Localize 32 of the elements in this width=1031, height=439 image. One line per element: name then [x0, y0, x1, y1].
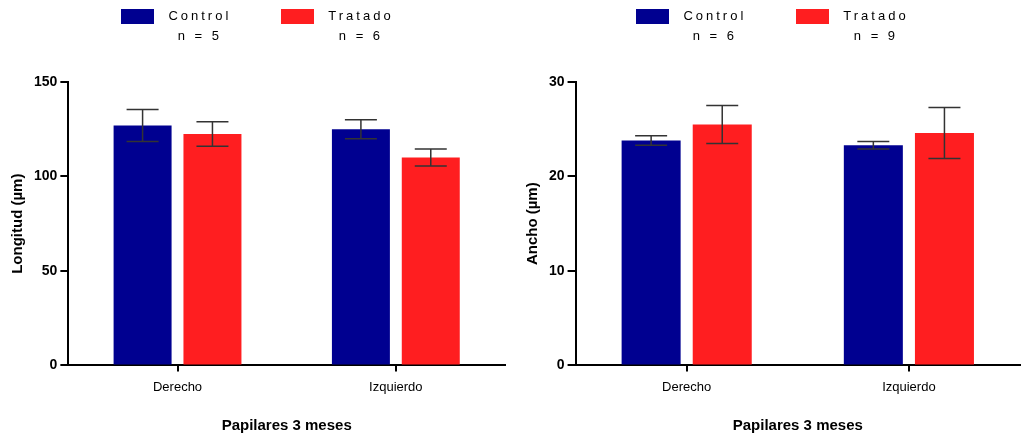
x-tick-label: Derecho	[662, 378, 712, 394]
bar	[692, 124, 752, 365]
x-tick-label: Izquierdo	[882, 378, 936, 394]
y-tick-label: 20	[548, 167, 565, 184]
y-tick-label: 150	[34, 72, 58, 89]
text: n = 6	[337, 27, 385, 45]
bar	[113, 125, 172, 365]
y-axis-title: Longitud (µm)	[8, 173, 26, 274]
bar	[183, 133, 242, 365]
y-axis-title: Ancho (µm)	[523, 182, 541, 266]
legend-label: Tratado	[843, 7, 909, 25]
bar	[331, 129, 390, 365]
x-tick-label: Izquierdo	[369, 378, 423, 394]
bar	[843, 145, 903, 365]
x-axis-title: Papilares 3 meses	[732, 416, 863, 434]
y-tick-label: 0	[49, 356, 58, 373]
x-axis-title: Papilares 3 meses	[221, 416, 352, 434]
bar	[401, 157, 460, 365]
y-tick-label: 50	[41, 261, 58, 278]
text: n = 9	[852, 27, 900, 45]
y-tick-label: 100	[34, 167, 58, 184]
text: n = 6	[691, 27, 738, 45]
bar	[621, 140, 681, 365]
y-tick-label: 30	[548, 72, 565, 89]
y-tick-label: 0	[556, 356, 565, 373]
x-tick-label: Derecho	[152, 378, 203, 394]
bar	[914, 133, 974, 365]
text: n = 5	[176, 27, 223, 45]
legend-label: Control	[683, 7, 747, 25]
legend-label: Tratado	[328, 7, 394, 25]
legend-label: Control	[168, 7, 232, 25]
y-tick-label: 10	[548, 261, 565, 278]
